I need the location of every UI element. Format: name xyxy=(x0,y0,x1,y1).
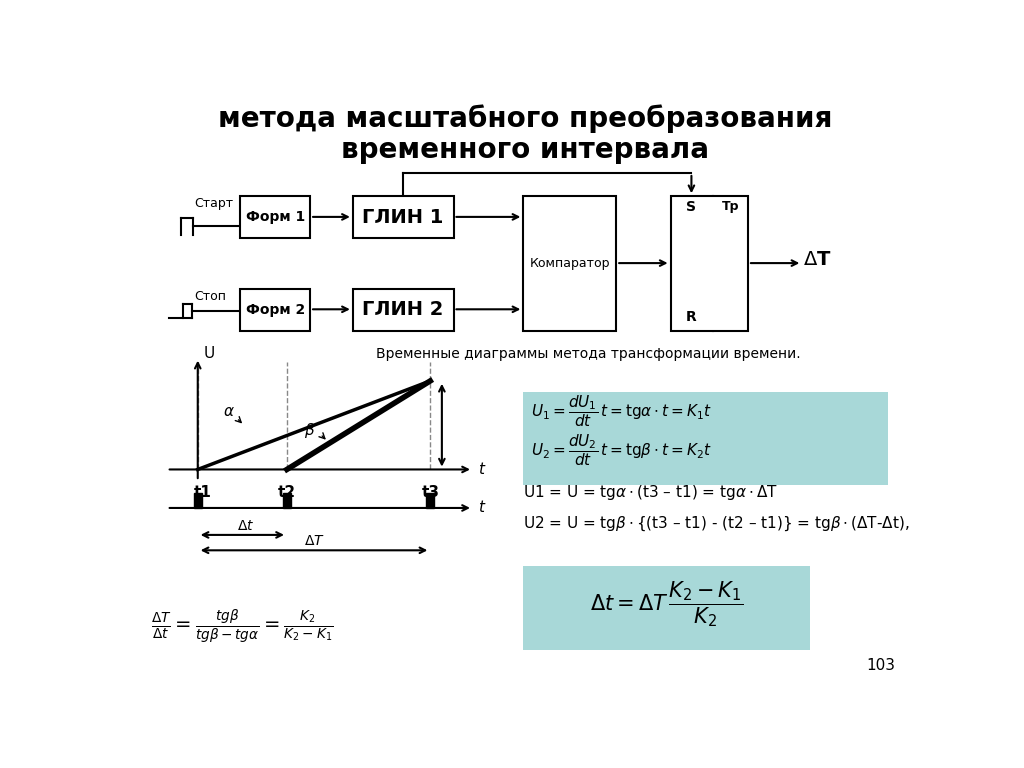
Text: t: t xyxy=(477,501,483,515)
Bar xyxy=(671,196,748,331)
Bar xyxy=(283,492,291,508)
Text: метода масштабного преобразования: метода масштабного преобразования xyxy=(218,104,831,134)
Text: ГЛИН 1: ГЛИН 1 xyxy=(362,208,443,227)
Text: U2 = U = tg$\beta\cdot${(t3 – t1) - (t2 – t1)} = tg$\beta\cdot$($\Delta$T-$\Delt: U2 = U = tg$\beta\cdot${(t3 – t1) - (t2 … xyxy=(523,514,909,532)
Text: t: t xyxy=(477,462,483,477)
Text: U1 = U = tg$\alpha\cdot$(t3 – t1) = tg$\alpha\cdot\Delta$T: U1 = U = tg$\alpha\cdot$(t3 – t1) = tg$\… xyxy=(523,483,778,502)
Text: временного интервала: временного интервала xyxy=(341,136,709,164)
Text: Старт: Старт xyxy=(194,197,233,210)
Bar xyxy=(426,492,434,508)
Bar xyxy=(352,196,454,238)
Text: R: R xyxy=(686,310,696,324)
Text: U: U xyxy=(204,346,215,362)
Bar xyxy=(352,289,454,331)
Text: Форм 2: Форм 2 xyxy=(246,303,305,316)
Text: ГЛИН 2: ГЛИН 2 xyxy=(362,300,443,319)
Text: $\beta$: $\beta$ xyxy=(304,422,315,441)
Text: Компаратор: Компаратор xyxy=(529,257,610,270)
Text: t3: t3 xyxy=(421,485,439,500)
Text: $\Delta t$: $\Delta t$ xyxy=(238,518,255,533)
Text: Стоп: Стоп xyxy=(194,290,226,303)
Text: Форм 1: Форм 1 xyxy=(246,210,305,224)
Text: $\Delta T$: $\Delta T$ xyxy=(303,534,325,548)
Bar xyxy=(523,392,888,485)
Text: $U_2=\dfrac{dU_2}{dt}\,t=\mathrm{tg}\beta\cdot t=K_2 t$: $U_2=\dfrac{dU_2}{dt}\,t=\mathrm{tg}\bet… xyxy=(531,432,712,468)
Text: $\frac{\Delta T}{\Delta t}=\frac{tg\beta}{tg\beta-tg\alpha}=\frac{K_2}{K_2-K_1}$: $\frac{\Delta T}{\Delta t}=\frac{tg\beta… xyxy=(152,608,334,647)
Text: $\alpha$: $\alpha$ xyxy=(223,404,234,419)
Bar xyxy=(241,196,310,238)
Text: $\Delta t=\Delta T\,\dfrac{K_2-K_1}{K_2}$: $\Delta t=\Delta T\,\dfrac{K_2-K_1}{K_2}… xyxy=(590,579,743,629)
Bar xyxy=(241,289,310,331)
Text: Временные диаграммы метода трансформации времени.: Временные диаграммы метода трансформации… xyxy=(376,347,801,361)
Text: 103: 103 xyxy=(866,658,895,674)
Bar xyxy=(523,196,616,331)
Bar xyxy=(194,492,202,508)
Text: t2: t2 xyxy=(278,485,296,500)
Text: $\Delta\mathbf{T}$: $\Delta\mathbf{T}$ xyxy=(804,250,833,269)
Bar xyxy=(523,566,810,650)
Text: Тр: Тр xyxy=(722,200,739,214)
Text: $U_1=\dfrac{dU_1}{dt}\,t=\mathrm{tg}\alpha\cdot t=K_1 t$: $U_1=\dfrac{dU_1}{dt}\,t=\mathrm{tg}\alp… xyxy=(531,394,712,429)
Text: t1: t1 xyxy=(194,485,212,500)
Text: S: S xyxy=(686,200,696,214)
